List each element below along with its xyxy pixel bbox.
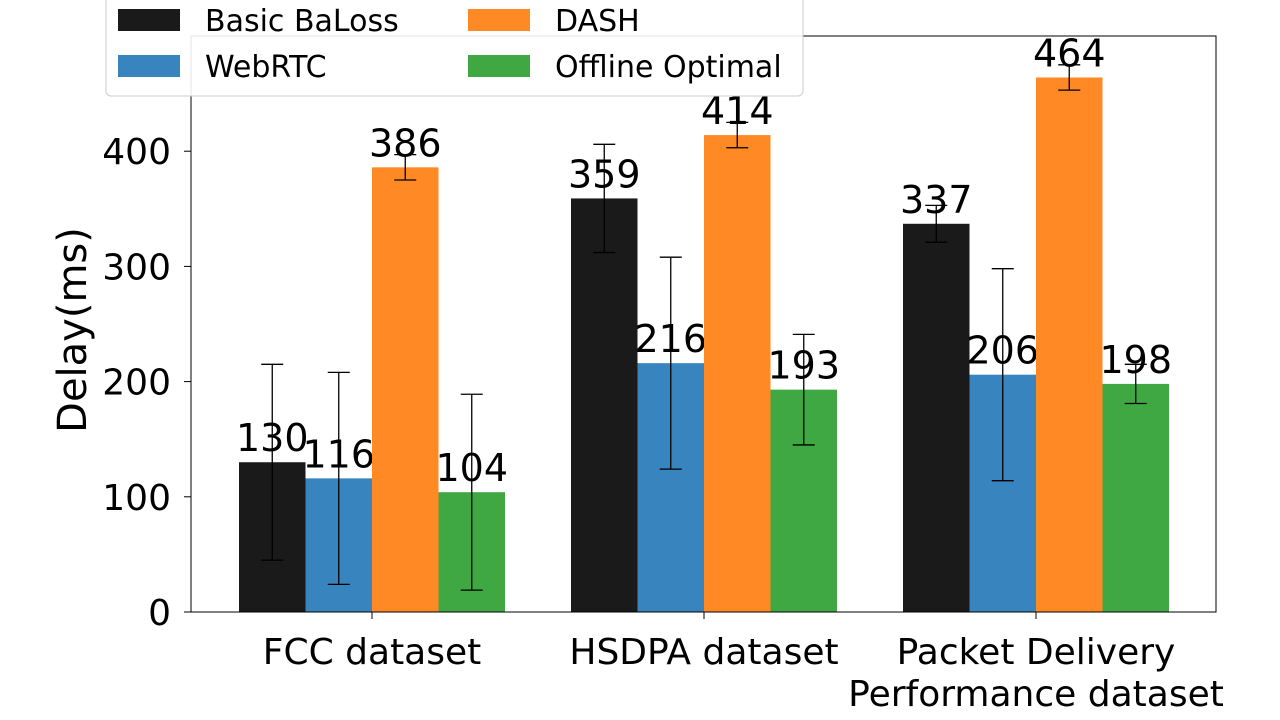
bar [704,135,771,612]
legend-swatch [118,9,180,31]
y-tick-label: 300 [102,247,171,288]
legend-label: WebRTC [205,50,327,85]
y-axis-title: Delay(ms) [50,227,96,433]
legend-swatch [118,55,180,77]
data-label: 104 [435,446,508,490]
x-category-label: Packet Delivery [897,632,1176,673]
data-label: 193 [767,344,840,388]
legend-swatch [468,55,530,77]
x-category-label: HSDPA dataset [569,632,838,673]
y-tick-label: 400 [102,132,171,173]
axes: 0 100 200 300 400 Delay(ms) FCC dataset HSDPA d… [50,35,1224,715]
y-tick-label: 200 [102,363,171,404]
bar [903,223,970,612]
bar [571,198,638,612]
bar [1036,77,1103,613]
data-label: 198 [1099,338,1172,382]
legend-swatch [468,9,530,31]
bar [1102,383,1169,612]
bar [372,167,439,612]
legend-label: DASH [555,4,640,39]
y-tick-label: 0 [148,593,171,634]
data-label: 337 [900,178,973,222]
data-label: 464 [1033,31,1106,75]
data-label: 116 [302,432,375,476]
data-label: 359 [568,152,641,196]
legend-label: Offline Optimal [555,50,782,85]
legend-box [105,0,804,97]
data-label: 206 [966,329,1039,373]
x-category-label: FCC dataset [263,632,482,673]
legend-label: Basic BaLoss [205,4,399,39]
data-label: 130 [236,416,309,460]
data-label: 386 [369,121,442,165]
legend: Basic BaLoss WebRTC DASH Offline Optimal [105,0,804,97]
x-category-label: Performance dataset [848,674,1224,715]
y-tick-label: 100 [102,478,171,519]
data-label: 216 [634,317,707,361]
